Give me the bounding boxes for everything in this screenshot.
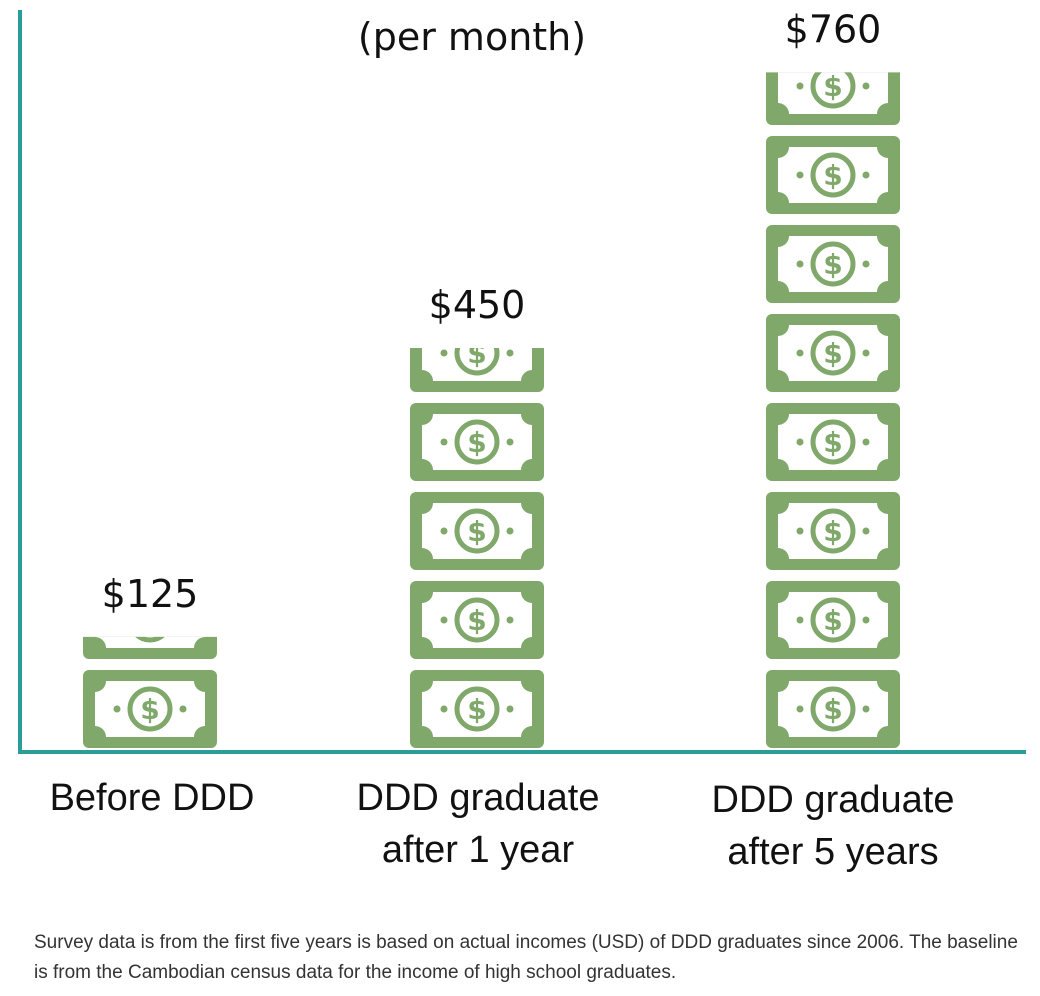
value-label-2: $450 — [429, 283, 526, 327]
bar-stack-3: $ $ $ $ $ $ $ $ — [766, 70, 900, 748]
svg-text:$: $ — [140, 604, 159, 637]
svg-text:$: $ — [467, 693, 486, 726]
svg-text:$: $ — [823, 70, 842, 103]
dollar-bill-icon: $ — [83, 670, 217, 748]
svg-text:$: $ — [823, 159, 842, 192]
svg-text:$: $ — [823, 693, 842, 726]
dollar-bill-icon: $ — [410, 403, 544, 481]
dollar-bill-icon: $ — [410, 492, 544, 570]
bar-stack-1: $$ — [83, 604, 217, 748]
footnote: Survey data is from the first five years… — [34, 932, 1018, 983]
bars-layer: $$$$$$$$$$$$$$$ — [83, 70, 900, 748]
svg-text:$: $ — [467, 337, 486, 370]
dollar-bill-icon: $ — [766, 314, 900, 392]
svg-text:$: $ — [823, 604, 842, 637]
income-pictograph-chart: $$$$$$$$$$$$$$$ $125$450$760 (per month) — [18, 7, 1026, 754]
dollar-bill-icon: $ — [410, 581, 544, 659]
dollar-bill-icon: $ — [766, 225, 900, 303]
dollar-bill-icon: $ — [766, 581, 900, 659]
dollar-bill-icon: $ — [766, 403, 900, 481]
category-label-line: DDD graduate — [356, 777, 600, 819]
category-label-before-ddd: Before DDD — [22, 772, 282, 824]
svg-text:$: $ — [467, 426, 486, 459]
chart-subtitle: (per month) — [358, 15, 586, 59]
category-label-line: after 1 year — [381, 829, 575, 871]
svg-text:$: $ — [823, 248, 842, 281]
category-label-line: after 5 years — [727, 831, 939, 873]
dollar-bill-icon: $ — [410, 337, 544, 392]
dollar-bill-icon: $ — [766, 670, 900, 748]
dollar-bill-icon: $ — [766, 136, 900, 214]
svg-text:$: $ — [140, 693, 159, 726]
dollar-bill-icon: $ — [766, 492, 900, 570]
svg-text:$: $ — [823, 515, 842, 548]
value-labels-layer: $125 $450 $760 — [102, 7, 882, 616]
svg-text:$: $ — [823, 426, 842, 459]
category-label-after-5-years: DDD graduate after 5 years — [680, 774, 986, 878]
category-label-after-1-year: DDD graduate after 1 year — [328, 772, 628, 876]
dollar-bill-icon: $ — [410, 670, 544, 748]
value-label-1: $125 — [102, 572, 199, 616]
svg-text:$: $ — [823, 337, 842, 370]
category-label-line: Before DDD — [49, 777, 255, 819]
dollar-bill-icon: $ — [83, 604, 217, 659]
bar-stack-2: $ $ $ $ $ — [410, 337, 544, 748]
dollar-bill-icon: $ — [766, 70, 900, 125]
value-label-3: $760 — [785, 7, 882, 51]
category-label-line: DDD graduate — [711, 779, 955, 821]
svg-text:$: $ — [467, 515, 486, 548]
svg-text:$: $ — [467, 604, 486, 637]
